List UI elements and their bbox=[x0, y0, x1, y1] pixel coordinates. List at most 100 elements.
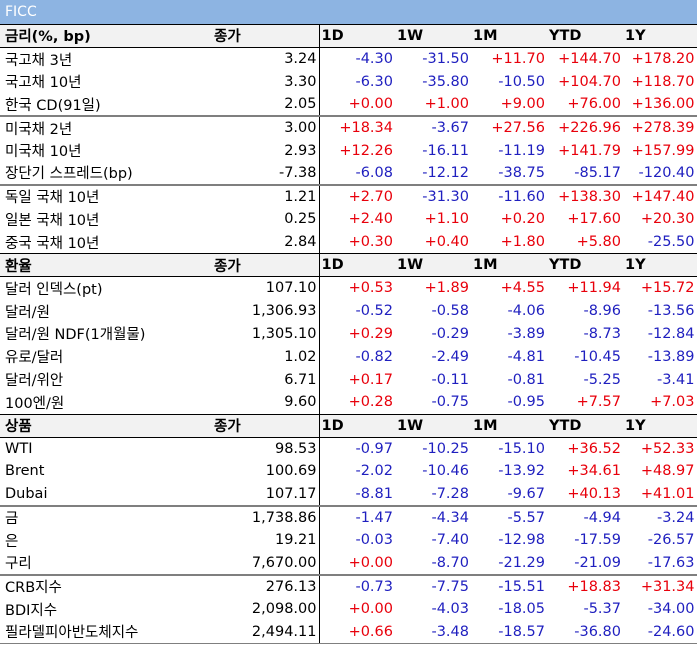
change-value: +31.34 bbox=[623, 573, 697, 598]
row-label: 유로/달러 bbox=[5, 350, 64, 367]
row-label: 중국 국채 10년 bbox=[5, 235, 100, 252]
row-label: BDI지수 bbox=[5, 602, 58, 619]
close-value: 19.21 bbox=[212, 528, 320, 552]
change-value: +76.00 bbox=[567, 96, 621, 113]
change-value: -35.80 bbox=[422, 73, 469, 90]
close-column-header: 종가 bbox=[212, 413, 320, 438]
change-value: -12.84 bbox=[623, 322, 697, 346]
change-value: -13.92 bbox=[498, 463, 545, 480]
change-value: -0.97 bbox=[355, 440, 393, 457]
change-value: +0.53 bbox=[348, 280, 393, 297]
change-value: +0.28 bbox=[348, 394, 393, 411]
change-value: -4.30 bbox=[355, 51, 393, 68]
change-value: +36.52 bbox=[567, 440, 621, 457]
change-value: -26.57 bbox=[623, 528, 697, 552]
change-value: +141.79 bbox=[558, 142, 621, 159]
period-column-header: 1D bbox=[319, 24, 395, 48]
section-header: 상품 종가 1D 1W 1M YTD 1Y bbox=[0, 413, 697, 438]
change-value: -21.09 bbox=[574, 554, 621, 571]
change-value: -5.37 bbox=[583, 601, 621, 617]
close-value: 1.21 bbox=[212, 183, 320, 208]
change-value: -36.80 bbox=[547, 620, 623, 644]
change-value: -17.63 bbox=[623, 551, 697, 575]
table-row: 달러/원 1,306.93 -0.52 -0.58 -4.06 -8.96 -13.56 bbox=[0, 299, 697, 323]
change-value: -10.45 bbox=[574, 348, 621, 365]
row-label: 달러 인덱스(pt) bbox=[5, 281, 103, 298]
row-label: 미국채 2년 bbox=[0, 115, 212, 140]
change-value: -6.08 bbox=[355, 164, 393, 181]
change-value: -6.30 bbox=[355, 73, 393, 90]
change-value: +11.70 bbox=[491, 51, 545, 68]
table-row: 중국 국채 10년 2.84 +0.30 +0.40 +1.80 +5.80 -25.50 bbox=[0, 230, 697, 254]
change-value: +0.00 bbox=[348, 96, 393, 113]
table-row: 구리 7,670.00 +0.00 -8.70 -21.29 -21.09 -17.63 bbox=[0, 551, 697, 575]
change-value: -13.89 bbox=[623, 345, 697, 369]
change-value: -25.50 bbox=[623, 230, 697, 254]
period-column-header: YTD bbox=[547, 413, 623, 438]
change-value: -31.30 bbox=[395, 183, 471, 208]
period-column-header: 1D bbox=[319, 413, 395, 438]
change-value: +4.55 bbox=[500, 280, 545, 297]
change-value: -11.60 bbox=[471, 183, 547, 208]
change-value: +9.00 bbox=[500, 96, 545, 113]
change-value: +15.72 bbox=[623, 276, 697, 300]
change-value: -21.29 bbox=[498, 554, 545, 571]
change-value: -0.58 bbox=[431, 303, 469, 320]
change-value: -24.60 bbox=[623, 620, 697, 644]
row-label: 구리 bbox=[5, 556, 32, 573]
table-row: 은 19.21 -0.03 -7.40 -12.98 -17.59 -26.57 bbox=[0, 528, 697, 552]
change-value: -3.41 bbox=[623, 368, 697, 392]
change-value: -13.56 bbox=[623, 299, 697, 323]
close-value: 2,098.00 bbox=[212, 597, 320, 621]
period-column-header: 1Y bbox=[623, 253, 697, 278]
change-value: +118.70 bbox=[623, 70, 697, 94]
row-label: 일본 국채 10년 bbox=[5, 212, 100, 229]
change-value: -4.94 bbox=[547, 504, 623, 529]
close-value: 9.60 bbox=[212, 391, 320, 415]
change-value: -0.03 bbox=[355, 532, 393, 549]
close-value: 3.30 bbox=[212, 70, 320, 94]
change-value: +11.94 bbox=[567, 280, 621, 297]
change-value: -4.81 bbox=[507, 348, 545, 365]
change-value: -0.81 bbox=[507, 371, 545, 388]
section-title: 환율 bbox=[0, 253, 212, 278]
change-value: -8.73 bbox=[583, 325, 621, 342]
change-value: -7.75 bbox=[395, 573, 471, 598]
close-value: 98.53 bbox=[212, 437, 320, 461]
change-value: +0.17 bbox=[348, 371, 393, 388]
close-value: -7.38 bbox=[212, 162, 320, 185]
close-value: 276.13 bbox=[212, 573, 320, 598]
change-value: +0.66 bbox=[319, 620, 395, 644]
change-value: +0.20 bbox=[500, 211, 545, 228]
table-row: 일본 국채 10년 0.25 +2.40 +1.10 +0.20 +17.60 +20.30 bbox=[0, 207, 697, 231]
close-value: 2.84 bbox=[212, 230, 320, 254]
change-value: -11.19 bbox=[498, 142, 545, 159]
table-row: BDI지수 2,098.00 +0.00 -4.03 -18.05 -5.37 -34.00 bbox=[0, 597, 697, 621]
change-value: -85.17 bbox=[574, 164, 621, 181]
change-value: -12.12 bbox=[422, 164, 469, 181]
market-table: 금리(%, bp) 종가 1D 1W 1M YTD 1Y 국고채 3년 3.24 -4.30 -31… bbox=[0, 24, 697, 644]
change-value: -0.75 bbox=[431, 394, 469, 411]
change-value: +178.20 bbox=[623, 47, 697, 71]
change-value: +2.70 bbox=[319, 183, 395, 208]
table-row: 국고채 3년 3.24 -4.30 -31.50 +11.70 +144.70 +178.2… bbox=[0, 47, 697, 71]
change-value: +0.00 bbox=[348, 554, 393, 571]
section-title: 상품 bbox=[0, 413, 212, 438]
change-value: +0.00 bbox=[348, 601, 393, 617]
row-label: 달러/위안 bbox=[5, 373, 64, 390]
table-row: Dubai 107.17 -8.81 -7.28 -9.67 +40.13 +41.01 bbox=[0, 482, 697, 506]
table-row: 필라델피아반도체지수 2,494.11 +0.66 -3.48 -18.57 -36.80… bbox=[0, 620, 697, 644]
change-value: -3.89 bbox=[507, 325, 545, 342]
change-value: +5.80 bbox=[576, 234, 621, 250]
change-value: -16.11 bbox=[422, 142, 469, 159]
change-value: -7.40 bbox=[431, 532, 469, 549]
row-label: 미국채 10년 bbox=[5, 144, 82, 161]
change-value: -3.67 bbox=[395, 115, 471, 140]
change-value: -1.47 bbox=[319, 504, 395, 529]
change-value: -2.49 bbox=[431, 348, 469, 365]
change-value: +7.03 bbox=[623, 391, 697, 415]
change-value: +48.97 bbox=[623, 460, 697, 483]
row-label: 국고채 3년 bbox=[5, 52, 73, 69]
change-value: -15.10 bbox=[498, 440, 545, 457]
